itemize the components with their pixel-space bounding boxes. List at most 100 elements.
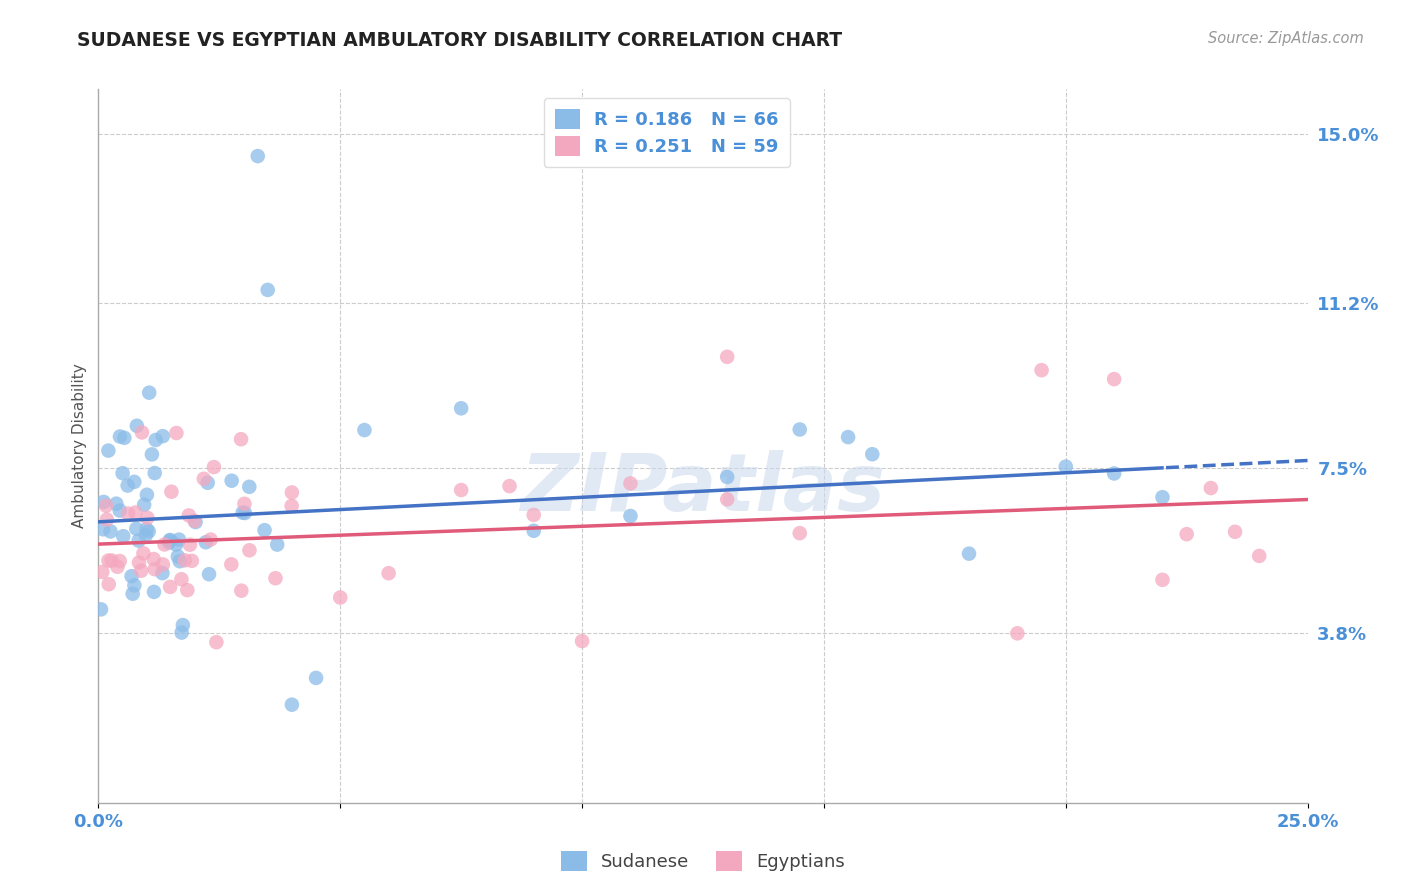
Point xyxy=(121,569,143,583)
Point xyxy=(132,546,155,560)
Point xyxy=(153,537,176,551)
Point xyxy=(266,538,288,552)
Point xyxy=(111,466,134,480)
Text: SUDANESE VS EGYPTIAN AMBULATORY DISABILITY CORRELATION CHART: SUDANESE VS EGYPTIAN AMBULATORY DISABILI… xyxy=(77,31,842,50)
Point xyxy=(135,522,157,536)
Point xyxy=(129,564,152,578)
Point xyxy=(91,565,114,579)
Point xyxy=(716,492,738,507)
Point xyxy=(232,506,254,520)
Point xyxy=(117,478,139,492)
Point xyxy=(152,558,174,572)
Point xyxy=(1175,527,1198,541)
Point xyxy=(860,447,883,461)
Point xyxy=(135,488,157,502)
Point xyxy=(231,583,253,598)
Point xyxy=(108,503,131,517)
Point xyxy=(229,432,252,446)
Point xyxy=(134,498,156,512)
Point xyxy=(131,425,153,440)
Point xyxy=(450,483,472,497)
Point xyxy=(205,635,228,649)
Point xyxy=(143,585,166,599)
Point xyxy=(125,418,148,433)
Point xyxy=(837,430,859,444)
Point xyxy=(159,533,181,547)
Point xyxy=(571,634,593,648)
Point xyxy=(619,476,641,491)
Point xyxy=(159,533,181,548)
Point xyxy=(138,385,160,400)
Point xyxy=(1223,524,1246,539)
Point xyxy=(202,460,225,475)
Legend: Sudanese, Egyptians: Sudanese, Egyptians xyxy=(554,844,852,879)
Point xyxy=(108,429,131,443)
Text: Source: ZipAtlas.com: Source: ZipAtlas.com xyxy=(1208,31,1364,46)
Point xyxy=(112,431,135,445)
Point xyxy=(253,523,276,537)
Point xyxy=(94,499,117,513)
Point xyxy=(152,429,174,443)
Point xyxy=(1152,573,1174,587)
Point xyxy=(157,535,180,549)
Point xyxy=(305,671,328,685)
Point xyxy=(128,533,150,548)
Point xyxy=(1199,481,1222,495)
Point xyxy=(789,526,811,541)
Point xyxy=(233,506,256,520)
Point xyxy=(957,547,980,561)
Point xyxy=(176,583,198,598)
Point xyxy=(1102,467,1125,481)
Point xyxy=(152,566,174,581)
Point xyxy=(198,567,221,582)
Point xyxy=(93,495,115,509)
Point xyxy=(193,472,215,486)
Point xyxy=(256,283,278,297)
Point xyxy=(498,479,520,493)
Point xyxy=(128,556,150,570)
Point xyxy=(145,433,167,447)
Point xyxy=(142,552,165,566)
Point xyxy=(97,443,120,458)
Point xyxy=(100,553,122,567)
Point xyxy=(523,524,546,538)
Point xyxy=(246,149,269,163)
Point xyxy=(105,497,128,511)
Point xyxy=(97,577,120,591)
Point xyxy=(264,571,287,585)
Y-axis label: Ambulatory Disability: Ambulatory Disability xyxy=(72,364,87,528)
Point xyxy=(177,508,200,523)
Point xyxy=(173,553,195,567)
Point xyxy=(183,514,205,528)
Point xyxy=(1007,626,1029,640)
Point xyxy=(97,553,120,567)
Point xyxy=(221,558,243,572)
Point xyxy=(180,554,202,568)
Point xyxy=(100,524,122,539)
Point xyxy=(107,559,129,574)
Point xyxy=(143,562,166,576)
Point xyxy=(523,508,546,522)
Point xyxy=(170,572,193,586)
Point xyxy=(124,578,146,592)
Point xyxy=(197,475,219,490)
Point xyxy=(353,423,375,437)
Point xyxy=(91,522,114,536)
Point xyxy=(170,625,193,640)
Point xyxy=(377,566,399,581)
Point xyxy=(138,524,160,539)
Point xyxy=(716,470,738,484)
Point xyxy=(716,350,738,364)
Point xyxy=(789,422,811,436)
Point xyxy=(238,543,260,558)
Point xyxy=(169,554,191,568)
Point xyxy=(125,522,148,536)
Point xyxy=(167,549,190,564)
Point xyxy=(159,580,181,594)
Point xyxy=(121,587,143,601)
Point xyxy=(179,538,201,552)
Point xyxy=(1031,363,1053,377)
Point xyxy=(96,512,118,526)
Point xyxy=(1102,372,1125,386)
Point xyxy=(238,480,260,494)
